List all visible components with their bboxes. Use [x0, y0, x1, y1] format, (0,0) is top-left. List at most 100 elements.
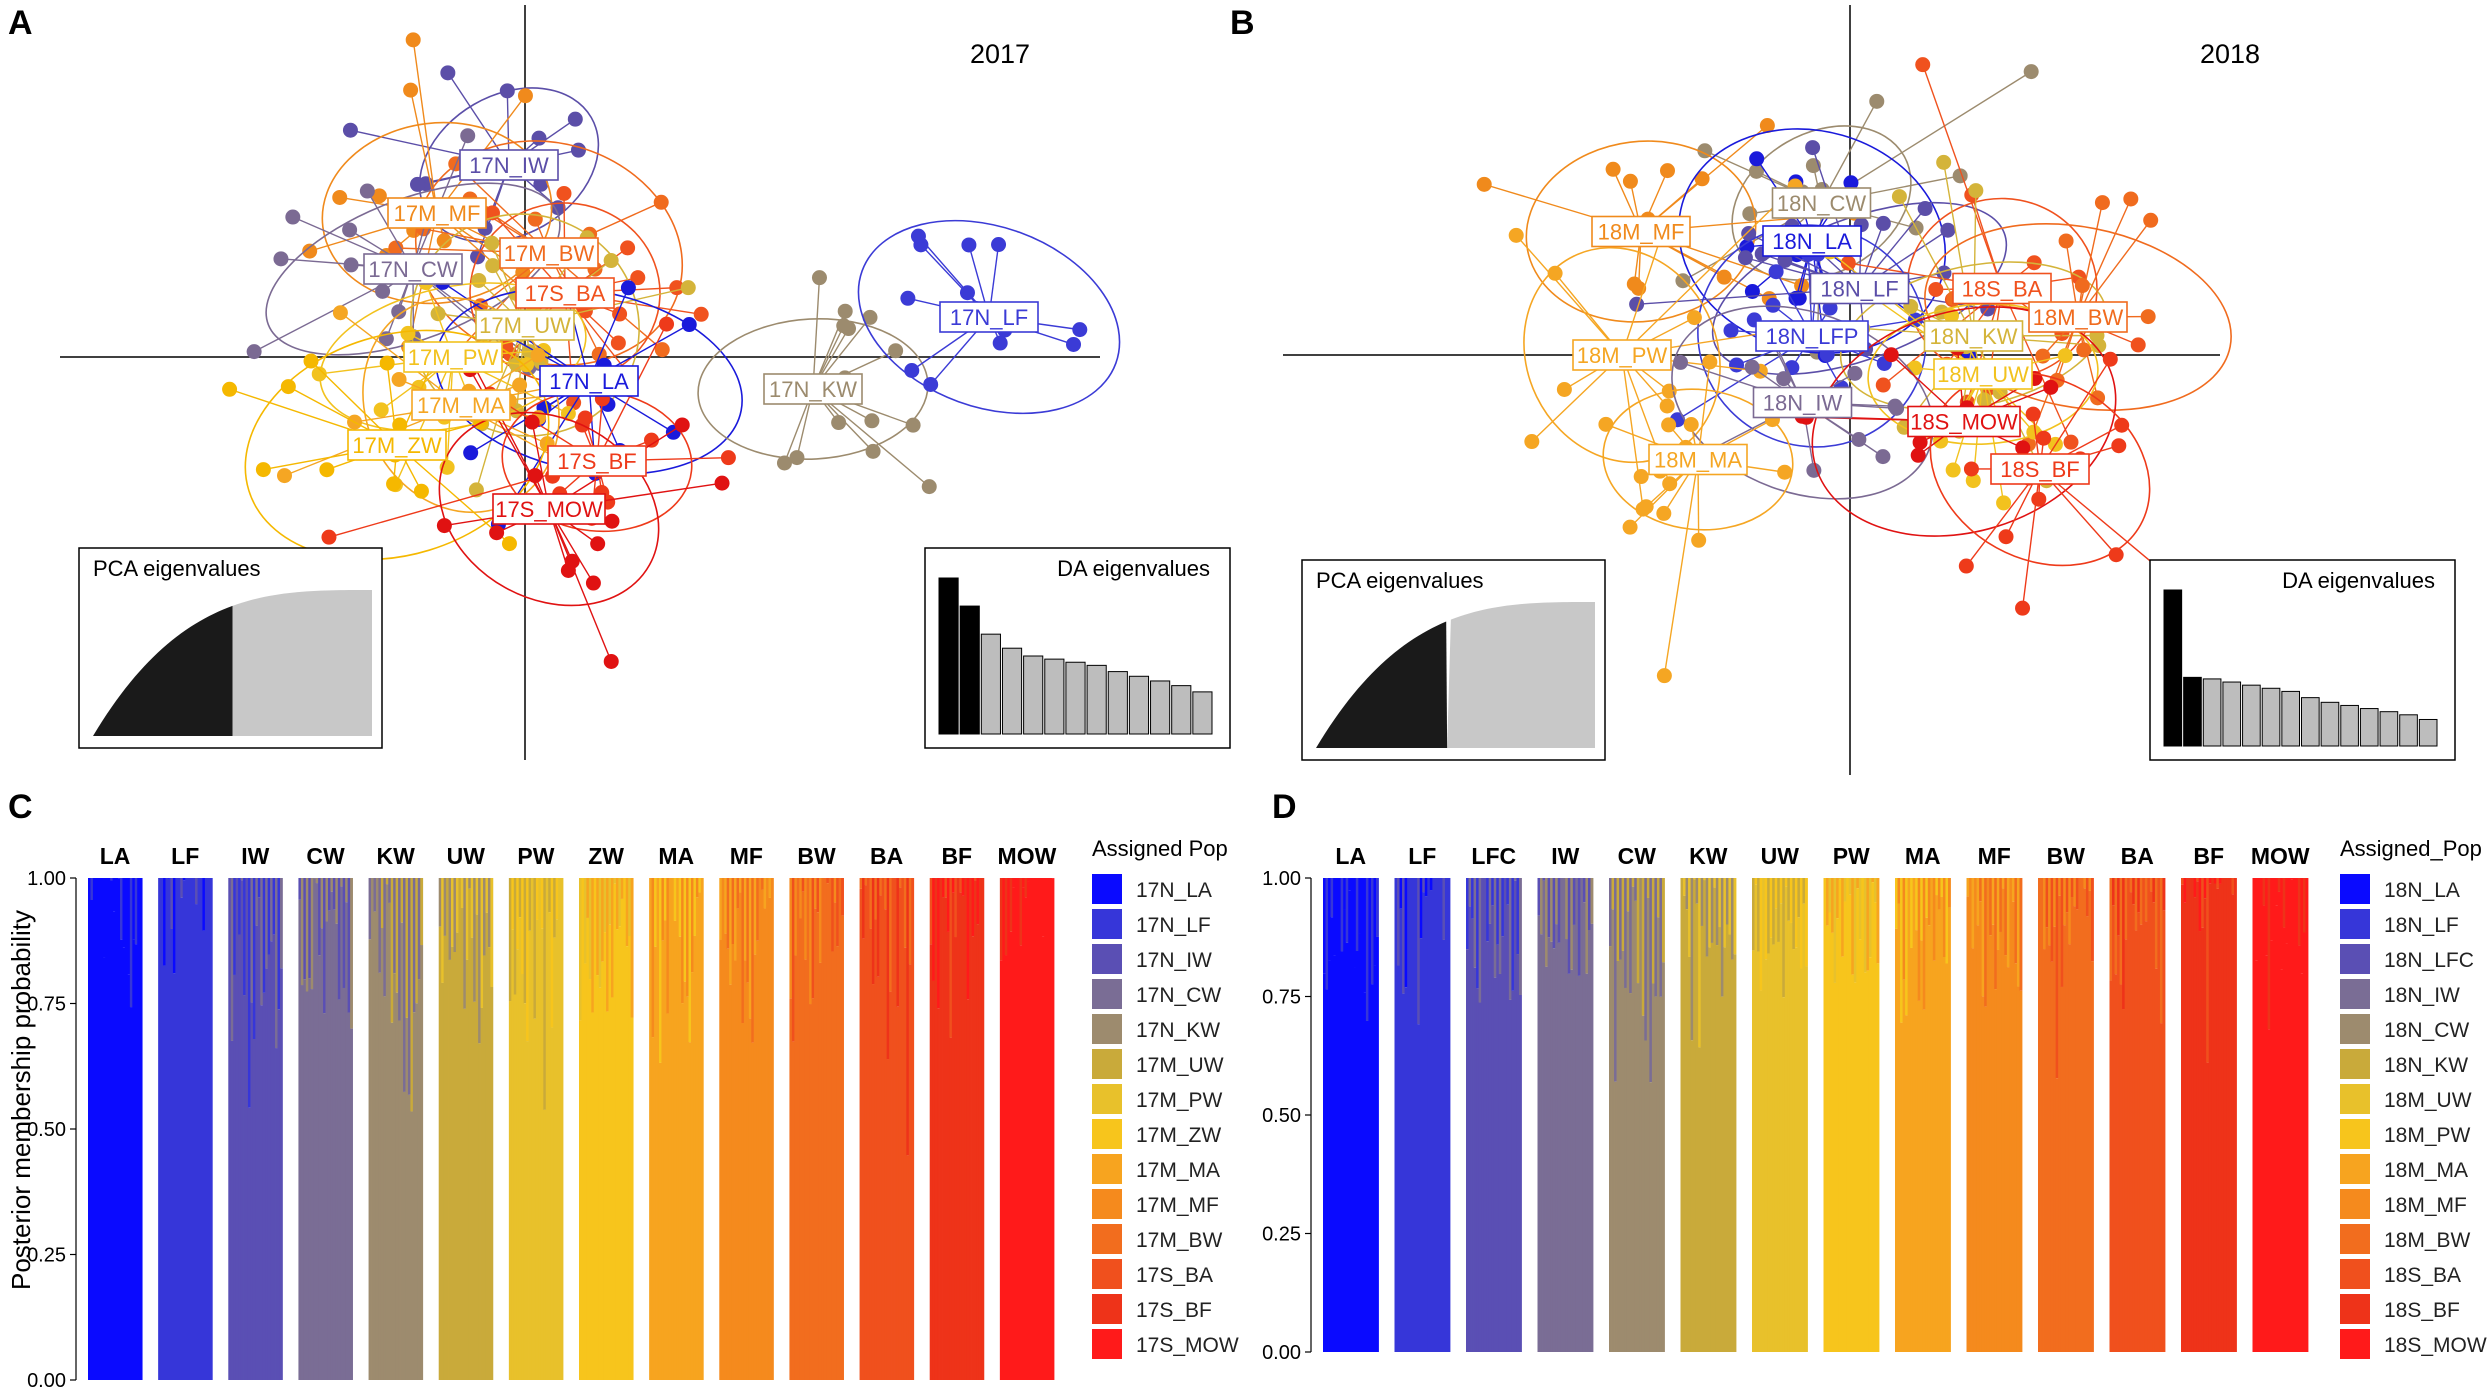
sample-point [654, 342, 670, 358]
membership-dominant [240, 880, 244, 1380]
membership-other [2109, 878, 2113, 981]
membership-other [330, 878, 334, 892]
sample-point [1723, 323, 1739, 339]
membership-dominant [738, 892, 742, 1380]
legend-entry: 18M_MA [2384, 1159, 2468, 1182]
membership-other [1715, 878, 1719, 946]
membership-dominant [1394, 878, 1398, 1352]
legend-swatch [2340, 1049, 2370, 1079]
sample-point [1883, 347, 1899, 363]
membership-other [1370, 878, 1374, 985]
membership-other [862, 878, 865, 939]
membership-other [761, 878, 764, 890]
scatter-title-2017: 2017 [970, 39, 1030, 69]
da-eigen-bar [2340, 704, 2359, 747]
membership-dominant [2295, 878, 2299, 1352]
membership-other [233, 878, 237, 975]
membership-dominant [1466, 949, 1469, 1352]
membership-other [1641, 878, 1645, 1016]
sample-point [524, 414, 540, 430]
membership-dominant [2302, 932, 2306, 1352]
membership-dominant [683, 981, 687, 1380]
membership-dominant [170, 928, 174, 1380]
sample-point [1976, 392, 1992, 408]
group-label-box [1933, 358, 2033, 390]
membership-dominant [1419, 938, 1423, 1352]
membership-other [1713, 878, 1717, 888]
membership-dominant [516, 949, 520, 1380]
membership-other [1792, 878, 1796, 950]
membership-other [451, 878, 454, 947]
membership-dominant [1945, 963, 1949, 1352]
membership-other [438, 878, 442, 927]
membership-dominant [838, 878, 842, 1380]
membership-dominant [415, 1003, 419, 1380]
membership-other [2019, 878, 2023, 991]
membership-dominant [373, 911, 377, 1380]
membership-dominant [2252, 878, 2256, 1352]
population-label: BW [2047, 843, 2086, 869]
membership-dominant [831, 951, 835, 1380]
membership-dominant [841, 915, 844, 1380]
membership-other [1797, 878, 1801, 918]
membership-dominant [1537, 915, 1541, 1352]
sample-point [864, 413, 880, 429]
membership-dominant [864, 885, 868, 1380]
sample-point [959, 285, 975, 301]
sample-point [1965, 473, 1981, 489]
sample-point [577, 410, 593, 426]
legend-swatch [1092, 1259, 1122, 1289]
membership-other [2006, 878, 2010, 968]
membership-dominant [1432, 878, 1436, 1352]
membership-other [2282, 878, 2286, 928]
membership-dominant [698, 892, 702, 1380]
membership-dominant [1338, 878, 1342, 1352]
membership-dominant [876, 976, 880, 1380]
membership-other [2050, 878, 2054, 962]
membership-dominant [1895, 928, 1898, 1352]
membership-dominant [796, 878, 800, 1380]
legend-swatch [2340, 1224, 2370, 1254]
legend-entry: 17S_BA [1136, 1264, 1213, 1287]
membership-dominant [378, 972, 382, 1380]
membership-dominant [2043, 949, 2046, 1352]
membership-other [167, 878, 171, 879]
membership-dominant [1797, 917, 1801, 1352]
membership-dominant [959, 892, 963, 1380]
population-label: BA [870, 843, 903, 869]
membership-dominant [480, 1007, 484, 1380]
membership-dominant [823, 878, 827, 1380]
membership-dominant [407, 1094, 411, 1380]
membership-other [110, 878, 114, 881]
sample-point [1936, 154, 1952, 170]
membership-other [591, 878, 595, 1013]
membership-other [1730, 878, 1734, 960]
membership-other [460, 878, 464, 908]
membership-dominant [1611, 909, 1615, 1352]
membership-other [2203, 878, 2207, 899]
da-eigen-inset-2018: DA eigenvalues [2149, 559, 2456, 761]
sample-point [556, 185, 572, 201]
membership-dominant [1787, 920, 1791, 1352]
legend-entry: 18N_LA [2384, 879, 2460, 902]
membership-dominant [601, 961, 605, 1380]
group-ellipse [857, 219, 1121, 415]
sample-point [2036, 430, 2052, 446]
population-label: KW [1689, 843, 1728, 869]
membership-other [417, 878, 421, 980]
population-label: MF [730, 843, 763, 869]
group-label: 18M_UW [1937, 362, 2029, 387]
membership-other [2004, 878, 2008, 956]
membership-other [693, 878, 697, 936]
y-tick-label: 1.00 [1262, 868, 1301, 890]
sample-point [1928, 281, 1944, 297]
membership-other [2063, 878, 2067, 926]
membership-other [102, 878, 106, 958]
membership-dominant [1826, 925, 1829, 1352]
membership-other [906, 878, 910, 1156]
membership-other [1777, 878, 1781, 942]
da-eigen-bar [980, 633, 1001, 735]
membership-dominant [1486, 941, 1490, 1352]
membership-dominant [1902, 979, 1906, 1352]
membership-other [1555, 878, 1559, 925]
